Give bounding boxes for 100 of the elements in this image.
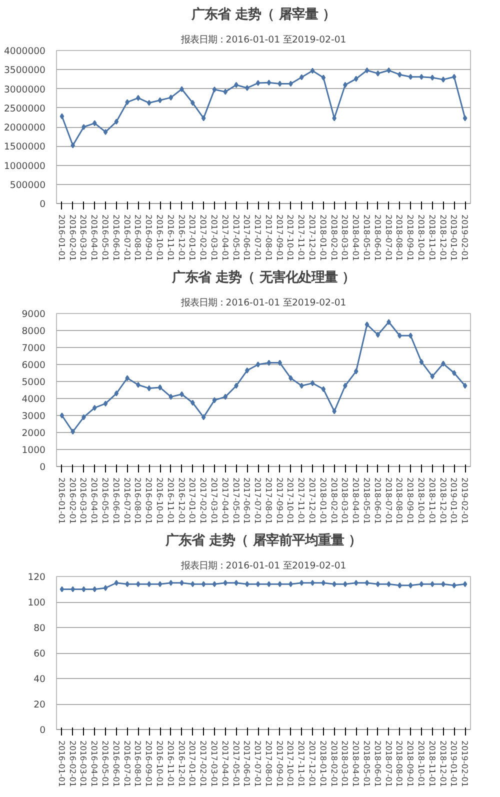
x-tick-label: 2016-04-01 bbox=[90, 740, 99, 787]
x-tick-label: 2017-04-01 bbox=[220, 740, 230, 787]
point bbox=[158, 97, 162, 104]
point bbox=[321, 580, 326, 586]
x-tick-label: 2018-02-01 bbox=[329, 478, 338, 524]
y-tick-label: 100 bbox=[28, 598, 46, 608]
point bbox=[376, 332, 380, 338]
x-tick-label: 2017-09-01 bbox=[274, 740, 284, 787]
point bbox=[114, 390, 119, 396]
y-tick-label: 3000000 bbox=[4, 84, 46, 96]
x-tick-label: 2018-04-01 bbox=[351, 478, 360, 524]
x-tick-label: 2016-04-01 bbox=[90, 478, 99, 524]
x-tick-label: 2017-06-01 bbox=[242, 740, 252, 787]
x-tick-label: 2018-05-01 bbox=[362, 478, 371, 524]
point bbox=[266, 360, 272, 366]
x-tick-label: 2016-08-01 bbox=[133, 214, 142, 261]
x-tick-label: 2017-06-01 bbox=[242, 214, 252, 261]
point bbox=[146, 385, 152, 392]
x-tick-label: 2018-09-01 bbox=[406, 214, 415, 261]
point bbox=[462, 115, 468, 122]
x-tick-label: 2016-01-01 bbox=[56, 740, 66, 787]
x-tick-label: 2018-02-01 bbox=[329, 740, 338, 787]
point bbox=[430, 373, 435, 380]
x-tick-label: 2018-04-01 bbox=[351, 740, 360, 787]
point bbox=[430, 74, 435, 81]
point bbox=[299, 382, 304, 389]
point bbox=[168, 94, 174, 101]
point bbox=[158, 581, 162, 588]
y-tick-label: 2000 bbox=[22, 428, 46, 439]
x-tick-label: 2018-06-01 bbox=[372, 478, 382, 524]
point bbox=[364, 322, 370, 328]
point bbox=[408, 74, 413, 80]
x-tick-label: 2018-12-01 bbox=[438, 214, 448, 261]
point bbox=[256, 362, 260, 368]
x-tick-label: 2016-12-01 bbox=[176, 740, 186, 787]
x-tick-label: 2017-02-01 bbox=[198, 214, 208, 261]
x-tick-label: 2017-08-01 bbox=[264, 740, 273, 787]
x-tick-label: 2017-10-01 bbox=[286, 214, 295, 261]
point bbox=[60, 113, 64, 120]
x-tick-label: 2018-07-01 bbox=[384, 214, 393, 261]
x-tick-label: 2017-03-01 bbox=[209, 214, 218, 261]
x-tick-label: 2017-05-01 bbox=[231, 740, 240, 787]
point bbox=[212, 397, 217, 404]
point bbox=[419, 581, 424, 588]
y-tick-label: 9000 bbox=[22, 309, 46, 320]
x-tick-label: 2017-05-01 bbox=[231, 478, 240, 524]
x-tick-label: 2016-10-01 bbox=[155, 478, 164, 524]
point bbox=[452, 74, 456, 80]
x-tick-label: 2018-03-01 bbox=[340, 478, 350, 524]
x-tick-label: 2016-10-01 bbox=[155, 214, 164, 261]
x-tick-label: 2017-05-01 bbox=[231, 214, 240, 261]
x-tick-label: 2017-04-01 bbox=[220, 478, 230, 524]
x-tick-label: 2016-02-01 bbox=[68, 478, 77, 524]
y-tick-label: 1000 bbox=[22, 445, 46, 456]
x-tick-label: 2016-06-01 bbox=[111, 214, 120, 261]
y-tick-label: 1500000 bbox=[4, 142, 46, 153]
x-tick-label: 2017-06-01 bbox=[242, 478, 252, 524]
y-tick-label: 8000 bbox=[22, 326, 46, 337]
x-tick-label: 2016-09-01 bbox=[144, 740, 154, 787]
x-tick-label: 2017-08-01 bbox=[264, 478, 273, 524]
x-tick-label: 2018-09-01 bbox=[406, 478, 415, 524]
x-tick-label: 2018-06-01 bbox=[372, 214, 382, 261]
point bbox=[244, 367, 250, 374]
y-tick-label: 80 bbox=[34, 623, 46, 634]
x-tick-label: 2017-01-01 bbox=[188, 478, 197, 524]
point bbox=[256, 581, 260, 588]
point bbox=[244, 581, 250, 588]
x-tick-label: 2017-01-01 bbox=[188, 740, 197, 787]
point bbox=[168, 394, 174, 400]
x-tick-label: 2017-02-01 bbox=[198, 478, 208, 524]
x-tick-label: 2018-02-01 bbox=[329, 214, 338, 261]
point bbox=[299, 74, 304, 80]
y-tick-label: 3000 bbox=[22, 411, 46, 422]
x-tick-label: 2018-11-01 bbox=[427, 740, 436, 787]
x-tick-label: 2017-11-01 bbox=[296, 214, 306, 261]
x-tick-label: 2018-01-01 bbox=[318, 478, 328, 524]
point bbox=[70, 142, 76, 148]
chart-subtitle: 报表日期：2016-01-01 至2019-02-01 bbox=[180, 560, 346, 572]
x-tick-label: 2016-05-01 bbox=[100, 478, 110, 524]
point bbox=[223, 394, 228, 400]
chart-title: 广东省 走势（ 无害化处理量 ） bbox=[171, 270, 355, 286]
x-tick-label: 2017-10-01 bbox=[286, 740, 295, 787]
x-tick-label: 2019-01-01 bbox=[449, 478, 458, 524]
chart-title: 广东省 走势（ 屠宰前平均重量 ） bbox=[164, 532, 362, 548]
point bbox=[278, 581, 282, 588]
x-tick-label: 2018-06-01 bbox=[372, 740, 382, 787]
point bbox=[408, 332, 413, 339]
x-tick-label: 2016-09-01 bbox=[144, 478, 154, 524]
x-tick-label: 2017-12-01 bbox=[308, 740, 317, 787]
x-tick-label: 2017-01-01 bbox=[188, 214, 197, 261]
x-tick-label: 2018-10-01 bbox=[416, 478, 426, 524]
point bbox=[376, 70, 380, 76]
x-tick-label: 2019-02-01 bbox=[460, 478, 470, 524]
x-tick-label: 2017-03-01 bbox=[209, 478, 218, 524]
point bbox=[364, 67, 370, 74]
x-tick-label: 2017-03-01 bbox=[209, 740, 218, 787]
x-tick-label: 2017-09-01 bbox=[274, 214, 284, 261]
point bbox=[256, 80, 260, 86]
point bbox=[376, 581, 380, 588]
x-tick-label: 2016-07-01 bbox=[122, 740, 132, 787]
